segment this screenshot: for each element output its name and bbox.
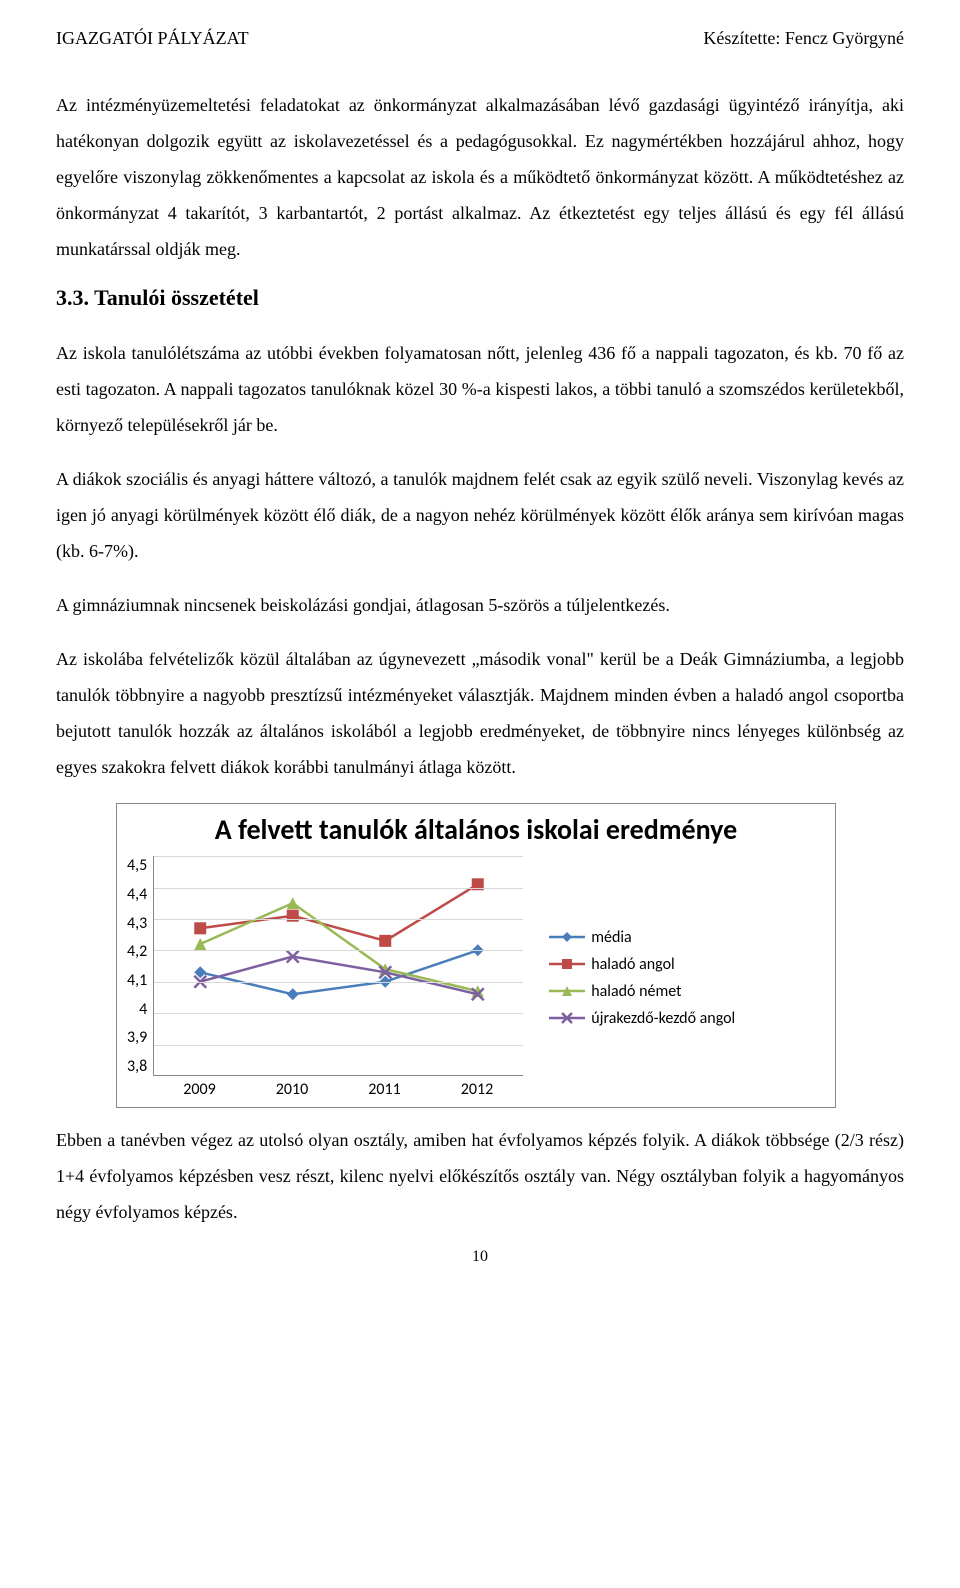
chart-series-marker bbox=[287, 988, 299, 1000]
chart-y-tick: 4,1 bbox=[127, 971, 147, 990]
chart-legend-item: média bbox=[549, 928, 823, 947]
page-header: IGAZGATÓI PÁLYÁZAT Készítette: Fencz Gyö… bbox=[56, 28, 904, 49]
page-number: 10 bbox=[56, 1248, 904, 1266]
chart-gridline bbox=[154, 982, 523, 983]
chart-body: 4,54,44,34,24,143,93,8 2009201020112012 … bbox=[117, 850, 835, 1107]
body-paragraph-2: Az iskola tanulólétszáma az utóbbi évekb… bbox=[56, 335, 904, 443]
chart-plot-area bbox=[153, 856, 523, 1076]
body-paragraph-after-chart: Ebben a tanévben végez az utolsó olyan o… bbox=[56, 1122, 904, 1230]
chart-y-tick: 4,4 bbox=[127, 885, 147, 904]
chart-x-tick: 2012 bbox=[431, 1080, 524, 1099]
chart-legend-swatch bbox=[549, 956, 585, 972]
chart-series-marker bbox=[287, 910, 299, 922]
chart-y-tick: 4,5 bbox=[127, 856, 147, 875]
header-left: IGAZGATÓI PÁLYÁZAT bbox=[56, 28, 249, 49]
chart-x-axis: 2009201020112012 bbox=[153, 1076, 523, 1099]
chart-y-axis: 4,5 4,4 4,3 4,2 4,1 4 3,9 3,8 bbox=[127, 856, 153, 1076]
chart-y-tick: 4 bbox=[139, 1000, 147, 1019]
chart-x-tick: 2009 bbox=[153, 1080, 246, 1099]
chart-title: A felvett tanulók általános iskolai ered… bbox=[117, 804, 835, 850]
section-heading: 3.3. Tanulói összetétel bbox=[56, 285, 904, 311]
chart-gridline bbox=[154, 856, 523, 857]
chart-legend-item: újrakezdő-kezdő angol bbox=[549, 1009, 823, 1028]
chart-legend-label: média bbox=[591, 928, 631, 947]
chart-gridline bbox=[154, 919, 523, 920]
chart-legend-swatch bbox=[549, 929, 585, 945]
chart-series-marker bbox=[194, 938, 206, 950]
chart-gridline bbox=[154, 950, 523, 951]
chart-box: A felvett tanulók általános iskolai ered… bbox=[116, 803, 836, 1108]
chart-legend-label: haladó német bbox=[591, 982, 681, 1001]
chart-x-tick: 2011 bbox=[338, 1080, 431, 1099]
chart-series-marker bbox=[379, 935, 391, 947]
chart-legend-label: haladó angol bbox=[591, 955, 674, 974]
chart-series-marker bbox=[194, 922, 206, 934]
body-paragraph-4: A gimnáziumnak nincsenek beiskolázási go… bbox=[56, 587, 904, 623]
body-paragraph-3: A diákok szociális és anyagi háttere vál… bbox=[56, 461, 904, 569]
chart-gridline bbox=[154, 1013, 523, 1014]
chart-svg bbox=[154, 856, 524, 1076]
chart-gridline bbox=[154, 1045, 523, 1046]
chart-series-marker bbox=[472, 878, 484, 890]
chart-legend-item: haladó angol bbox=[549, 955, 823, 974]
chart-container: A felvett tanulók általános iskolai ered… bbox=[116, 803, 904, 1108]
header-right: Készítette: Fencz Györgyné bbox=[703, 28, 904, 49]
chart-y-tick: 3,9 bbox=[127, 1028, 147, 1047]
document-page: IGAZGATÓI PÁLYÁZAT Készítette: Fencz Gyö… bbox=[0, 0, 960, 1286]
chart-series-line bbox=[200, 903, 478, 991]
chart-legend: média haladó angol haladó német újrakezdő-k… bbox=[523, 856, 823, 1099]
chart-legend-item: haladó német bbox=[549, 982, 823, 1001]
chart-y-tick: 3,8 bbox=[127, 1057, 147, 1076]
chart-y-tick: 4,3 bbox=[127, 914, 147, 933]
chart-series-marker bbox=[287, 897, 299, 909]
chart-gridline bbox=[154, 888, 523, 889]
body-paragraph-1: Az intézményüzemeltetési feladatokat az … bbox=[56, 87, 904, 267]
chart-x-tick: 2010 bbox=[246, 1080, 339, 1099]
chart-series-line bbox=[200, 950, 478, 994]
chart-y-tick: 4,2 bbox=[127, 942, 147, 961]
body-paragraph-5: Az iskolába felvételizők közül általában… bbox=[56, 641, 904, 785]
chart-legend-swatch bbox=[549, 983, 585, 999]
chart-series-line bbox=[200, 884, 478, 941]
chart-legend-label: újrakezdő-kezdő angol bbox=[591, 1009, 735, 1028]
chart-legend-swatch bbox=[549, 1010, 585, 1026]
chart-plot-column: 2009201020112012 bbox=[153, 856, 523, 1099]
